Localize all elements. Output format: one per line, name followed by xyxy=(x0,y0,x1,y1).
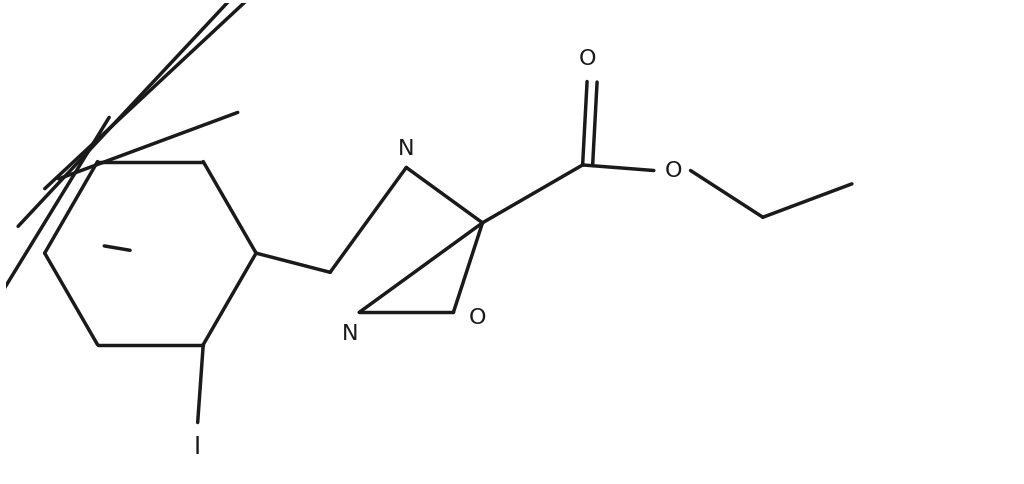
Text: N: N xyxy=(342,323,358,344)
Text: O: O xyxy=(666,161,683,181)
Text: O: O xyxy=(579,49,596,69)
Text: I: I xyxy=(195,435,202,459)
Text: N: N xyxy=(398,138,415,159)
Text: O: O xyxy=(469,308,486,328)
